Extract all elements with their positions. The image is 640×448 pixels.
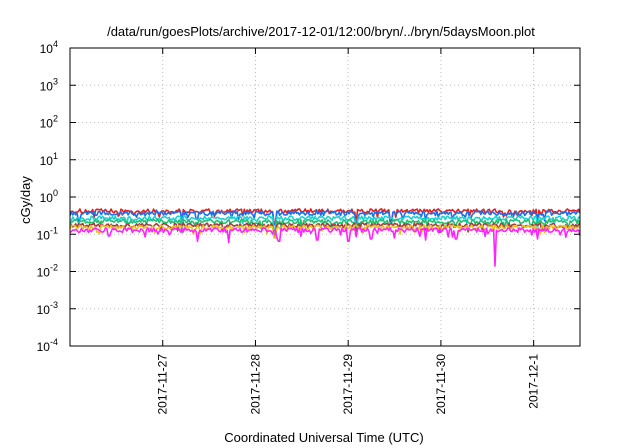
y-tick-exponent: 1 (53, 151, 58, 161)
series-line (69, 210, 581, 226)
y-tick-exponent: 0 (53, 188, 58, 198)
chart-title: /data/run/goesPlots/archive/2017-12-01/1… (107, 24, 535, 39)
x-tick-label: 2017-11-28 (248, 354, 262, 415)
y-tick-exponent: 3 (53, 76, 58, 86)
grid-lines (70, 48, 580, 346)
series-layer (69, 208, 581, 267)
y-tick-exponent: 2 (53, 114, 58, 124)
x-tick-label: 2017-11-27 (156, 354, 170, 415)
x-tick-label: 2017-12-1 (527, 354, 541, 409)
x-tick-label: 2017-11-29 (341, 354, 355, 415)
series-line (69, 224, 581, 239)
x-axis: 2017-11-27 2017-11-28 2017-11-29 2017-11-30… (156, 48, 541, 415)
y-tick-exponent: -2 (50, 263, 58, 273)
y-tick-exponent: 4 (53, 39, 58, 49)
x-tick-label: 2017-11-30 (434, 354, 448, 415)
series-line (69, 218, 581, 236)
series-line (69, 227, 581, 267)
y-tick-exponent: -4 (50, 337, 58, 347)
y-tick-exponent: -3 (50, 300, 58, 310)
y-axis-label: cGy/day (18, 176, 33, 224)
x-axis-label: Coordinated Universal Time (UTC) (224, 430, 423, 445)
y-tick-exponent: -1 (50, 225, 58, 235)
series-line (70, 215, 581, 231)
